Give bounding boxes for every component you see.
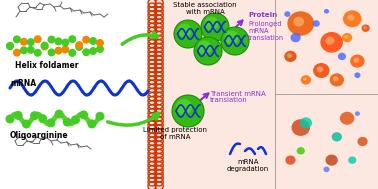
Circle shape (172, 95, 204, 127)
Circle shape (361, 24, 370, 32)
Circle shape (79, 110, 88, 119)
Circle shape (20, 38, 28, 46)
Circle shape (13, 49, 21, 57)
Circle shape (68, 35, 76, 43)
Circle shape (338, 53, 346, 60)
Circle shape (301, 75, 311, 85)
Circle shape (363, 26, 367, 29)
Circle shape (297, 147, 305, 155)
Circle shape (40, 42, 49, 50)
Circle shape (48, 48, 56, 57)
Circle shape (61, 46, 70, 53)
Circle shape (34, 49, 42, 57)
Circle shape (355, 111, 360, 116)
Circle shape (293, 17, 304, 27)
Circle shape (353, 57, 359, 63)
Circle shape (6, 42, 14, 50)
Circle shape (324, 9, 329, 14)
Circle shape (342, 33, 352, 42)
Circle shape (290, 33, 301, 42)
Circle shape (221, 27, 249, 55)
Circle shape (287, 11, 314, 36)
Circle shape (27, 38, 35, 46)
FancyBboxPatch shape (152, 0, 275, 189)
Circle shape (38, 114, 47, 123)
Circle shape (71, 115, 80, 124)
Circle shape (82, 48, 90, 56)
Circle shape (194, 37, 222, 65)
Circle shape (291, 119, 310, 136)
Circle shape (204, 16, 218, 30)
Text: Stable association
with mRNA: Stable association with mRNA (173, 2, 237, 15)
Circle shape (358, 137, 368, 146)
Circle shape (89, 37, 97, 45)
Circle shape (6, 42, 14, 50)
Text: Prolonged
mRNA
translation: Prolonged mRNA translation (248, 21, 284, 41)
FancyBboxPatch shape (0, 0, 152, 189)
Circle shape (197, 40, 212, 54)
Circle shape (34, 35, 42, 43)
Circle shape (27, 46, 35, 54)
Circle shape (354, 72, 361, 78)
Circle shape (14, 111, 23, 120)
Circle shape (313, 63, 330, 78)
Circle shape (48, 36, 56, 43)
Circle shape (30, 111, 39, 120)
Circle shape (201, 13, 229, 41)
Circle shape (176, 99, 192, 115)
Text: Oligoarginine: Oligoarginine (10, 131, 69, 140)
Circle shape (82, 36, 90, 44)
Circle shape (324, 167, 330, 172)
Circle shape (340, 112, 354, 125)
Circle shape (96, 45, 104, 53)
Circle shape (61, 39, 70, 46)
Circle shape (313, 20, 320, 27)
Circle shape (325, 155, 338, 166)
Text: mRNA: mRNA (10, 79, 36, 88)
Circle shape (325, 37, 335, 45)
Circle shape (320, 32, 343, 53)
Circle shape (285, 155, 296, 165)
Circle shape (284, 51, 297, 62)
Circle shape (347, 14, 355, 21)
Circle shape (96, 112, 104, 121)
Circle shape (54, 37, 62, 45)
Circle shape (300, 117, 312, 129)
Circle shape (46, 118, 56, 127)
Circle shape (350, 54, 365, 68)
Circle shape (63, 118, 72, 126)
Circle shape (6, 115, 14, 123)
Circle shape (87, 119, 96, 128)
Circle shape (54, 110, 64, 119)
Circle shape (344, 35, 349, 39)
Circle shape (333, 76, 339, 81)
Circle shape (287, 53, 292, 58)
Circle shape (330, 73, 344, 87)
Circle shape (225, 30, 239, 44)
Circle shape (22, 119, 31, 129)
Text: Transient mRNA
translation: Transient mRNA translation (210, 91, 266, 104)
Circle shape (96, 39, 104, 47)
Circle shape (332, 132, 342, 142)
Circle shape (303, 77, 307, 81)
Text: Helix foldamer: Helix foldamer (15, 61, 79, 70)
Circle shape (317, 66, 324, 72)
Text: Limited protection
of mRNA: Limited protection of mRNA (143, 127, 207, 140)
Circle shape (348, 156, 356, 164)
Text: Protein: Protein (248, 12, 277, 18)
Circle shape (178, 23, 192, 37)
Circle shape (343, 10, 361, 27)
Circle shape (68, 49, 76, 57)
Circle shape (75, 43, 83, 51)
Circle shape (89, 47, 97, 55)
Circle shape (20, 46, 28, 54)
Circle shape (40, 43, 49, 50)
Circle shape (284, 11, 290, 17)
Circle shape (75, 41, 83, 49)
Text: mRNA
degradation: mRNA degradation (227, 159, 269, 172)
Circle shape (54, 47, 62, 55)
Circle shape (13, 35, 21, 43)
Circle shape (174, 20, 202, 48)
